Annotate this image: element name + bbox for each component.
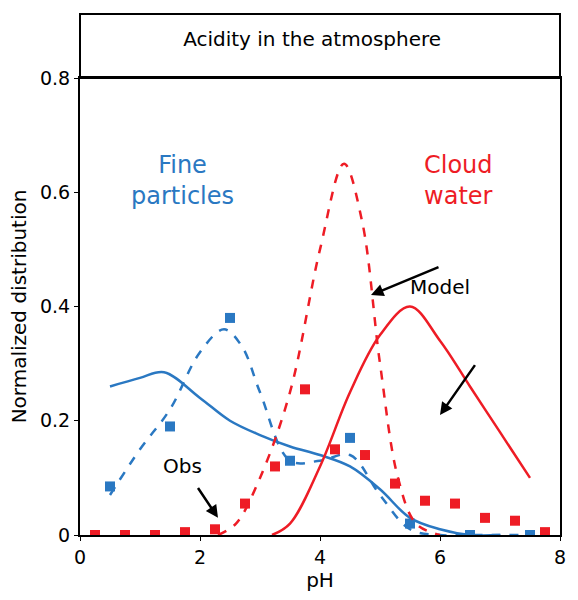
svg-text:Acidity in the atmosphere: Acidity in the atmosphere xyxy=(183,27,441,51)
svg-text:Normalized distribution: Normalized distribution xyxy=(7,190,31,424)
svg-text:pH: pH xyxy=(306,568,334,592)
svg-text:0.4: 0.4 xyxy=(40,295,70,317)
svg-text:2: 2 xyxy=(194,546,206,568)
svg-text:0: 0 xyxy=(58,524,70,546)
svg-text:Model: Model xyxy=(410,275,470,299)
svg-text:8: 8 xyxy=(554,546,566,568)
svg-text:0.2: 0.2 xyxy=(40,409,70,431)
svg-text:6: 6 xyxy=(434,546,446,568)
svg-text:4: 4 xyxy=(314,546,326,568)
svg-text:Fineparticles: Fineparticles xyxy=(131,151,234,210)
svg-text:0.8: 0.8 xyxy=(40,67,70,89)
svg-text:0: 0 xyxy=(74,546,86,568)
svg-text:0.6: 0.6 xyxy=(40,181,70,203)
svg-text:Cloudwater: Cloudwater xyxy=(424,151,493,210)
svg-text:Obs: Obs xyxy=(163,454,202,478)
